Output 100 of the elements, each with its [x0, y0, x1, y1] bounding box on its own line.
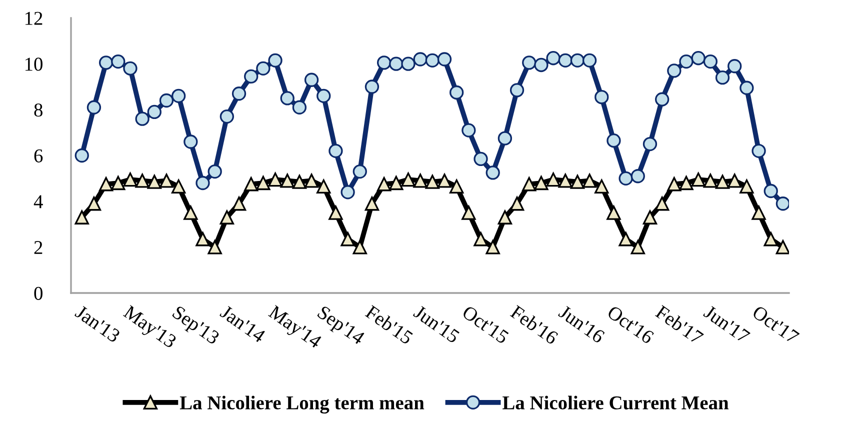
- point: [740, 80, 754, 95]
- point: [171, 179, 186, 194]
- legend-label: La Nicoliere Current Mean: [502, 396, 729, 410]
- point: [184, 134, 198, 149]
- point: [256, 61, 270, 76]
- point: [74, 148, 89, 163]
- point: [618, 171, 633, 186]
- point: [425, 174, 440, 189]
- point: [304, 174, 319, 188]
- point: [522, 56, 536, 70]
- point: [208, 164, 222, 179]
- point: [703, 174, 718, 188]
- y-tick-label: 2: [34, 241, 42, 254]
- point: [486, 240, 500, 254]
- point: [594, 179, 609, 194]
- point: [558, 53, 572, 68]
- point: [280, 91, 294, 106]
- point: [292, 174, 307, 189]
- point: [244, 177, 258, 192]
- point: [667, 177, 682, 192]
- point: [74, 210, 89, 224]
- point: [450, 179, 464, 194]
- point: [256, 176, 270, 190]
- point: [462, 123, 476, 138]
- point: [691, 51, 706, 66]
- point: [534, 58, 548, 72]
- point: [135, 174, 150, 188]
- point: [776, 240, 789, 254]
- point: [691, 172, 706, 187]
- point: [679, 176, 694, 190]
- point: [389, 176, 404, 190]
- point: [184, 206, 198, 220]
- point: [546, 172, 560, 187]
- point: [401, 172, 416, 187]
- legend-label: La Nicoliere Long term mean: [180, 396, 424, 414]
- point: [98, 177, 114, 192]
- point: [764, 184, 778, 198]
- point: [679, 54, 694, 69]
- point: [546, 51, 560, 66]
- point: [474, 232, 488, 246]
- point: [316, 88, 331, 103]
- point: [776, 196, 789, 211]
- point: [268, 172, 282, 187]
- point: [510, 83, 524, 98]
- point: [111, 54, 126, 69]
- point: [558, 174, 572, 188]
- point: [450, 85, 464, 100]
- point: [728, 174, 742, 188]
- point: [498, 131, 512, 146]
- point: [715, 70, 730, 85]
- point: [389, 56, 404, 71]
- point: [570, 174, 585, 189]
- point: [232, 196, 246, 211]
- y-tick-label: 10: [25, 58, 42, 71]
- point: [437, 174, 452, 188]
- point: [606, 134, 621, 148]
- point: [413, 52, 428, 66]
- point: [328, 144, 343, 158]
- point: [715, 174, 730, 189]
- point: [268, 53, 282, 68]
- point: [510, 196, 524, 211]
- point: [582, 53, 597, 68]
- point: [292, 100, 307, 114]
- point: [364, 80, 380, 94]
- point: [123, 172, 138, 187]
- y-tick-label: 8: [34, 103, 42, 117]
- point: [111, 176, 126, 190]
- point: [147, 174, 162, 189]
- point: [498, 210, 512, 224]
- point: [630, 240, 645, 254]
- point: [86, 100, 102, 114]
- point: [376, 177, 392, 192]
- point: [618, 232, 633, 246]
- point: [196, 176, 210, 190]
- point: [474, 152, 488, 166]
- point: [352, 164, 367, 179]
- point: [208, 240, 222, 254]
- point: [328, 206, 343, 220]
- point: [630, 169, 645, 184]
- point: [364, 196, 380, 211]
- point: [159, 93, 174, 108]
- point: [764, 232, 778, 246]
- point: [654, 92, 670, 106]
- point: [437, 52, 452, 66]
- point: [606, 206, 621, 220]
- point: [594, 90, 609, 104]
- point: [703, 54, 718, 69]
- point: [244, 69, 258, 84]
- y-tick-label: 4: [34, 195, 43, 208]
- point: [752, 206, 766, 220]
- point: [196, 232, 210, 246]
- point: [740, 179, 754, 194]
- point: [486, 166, 500, 180]
- point: [98, 56, 114, 70]
- point: [425, 53, 440, 68]
- point: [667, 64, 682, 78]
- y-tick-label: 0: [34, 286, 42, 300]
- point: [147, 104, 162, 120]
- point: [534, 176, 548, 190]
- point: [280, 174, 294, 188]
